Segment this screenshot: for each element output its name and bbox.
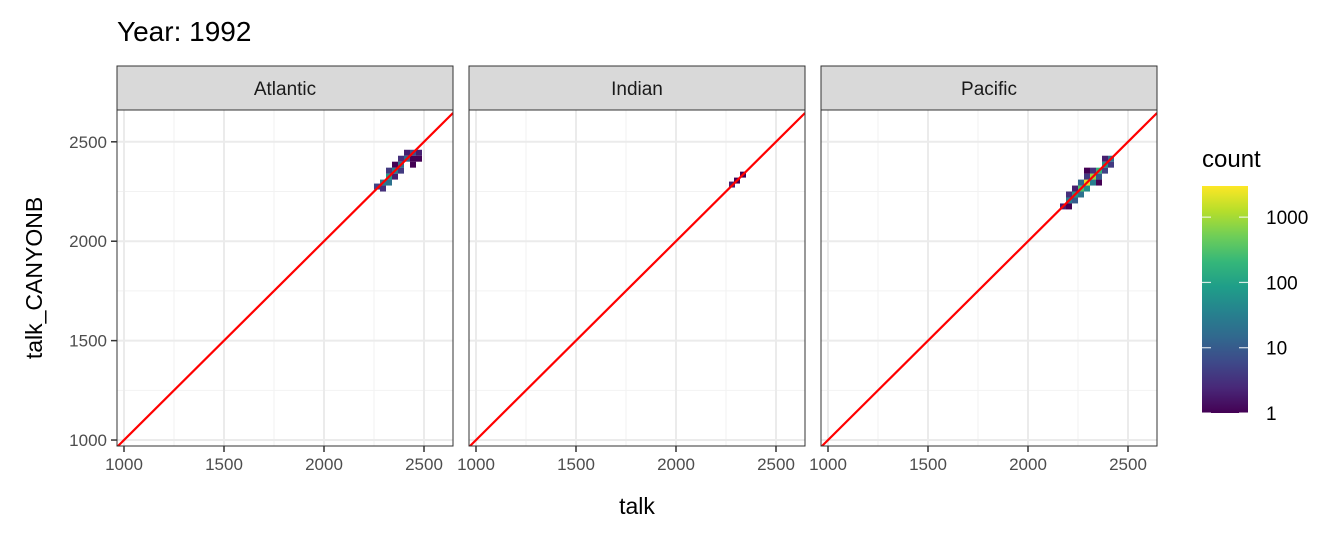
heatmap-tile <box>398 167 404 174</box>
heatmap-tile <box>386 179 392 186</box>
facet-strip <box>116 65 454 111</box>
legend: count 1 10 100 1000 <box>1202 146 1308 425</box>
heatmap-tile <box>392 173 398 180</box>
heatmap-tile <box>404 149 410 156</box>
heatmap-tile <box>1072 185 1078 192</box>
facet-strip <box>468 65 806 111</box>
heatmap-tile <box>1108 161 1114 168</box>
y-axis-label: talk_CANYONB <box>21 197 47 359</box>
heatmap-tile <box>1084 185 1090 192</box>
chart-title: Year: 1992 <box>117 16 251 47</box>
panel-border <box>820 109 1158 447</box>
x-tick-label: 1000 <box>105 455 143 474</box>
heatmap-tile <box>1102 155 1108 162</box>
legend-label: 1000 <box>1266 208 1308 229</box>
legend-label: 1 <box>1266 404 1277 425</box>
panel-pacific: Pacific 1000 1500 2000 2500 <box>809 65 1158 474</box>
x-tick-label: 1500 <box>557 455 595 474</box>
x-tick-label: 2000 <box>1009 455 1047 474</box>
heatmap-tile <box>374 183 380 190</box>
panel-border <box>468 109 806 447</box>
heatmap-tile <box>416 155 422 162</box>
heatmap-tile <box>1090 167 1096 174</box>
heatmap-tile <box>1072 197 1078 204</box>
legend-label: 100 <box>1266 273 1298 294</box>
heatmap-tile <box>1084 167 1090 174</box>
identity-line <box>469 112 805 446</box>
facet-strip-label: Indian <box>611 79 663 100</box>
facet-strip <box>820 65 1158 111</box>
facet-strip-label: Atlantic <box>254 79 316 100</box>
x-tick-label: 1000 <box>809 455 847 474</box>
y-tick-label: 2500 <box>69 133 107 152</box>
heatmap-tile <box>1078 179 1084 186</box>
heatmap-tile <box>1078 191 1084 198</box>
facet-strip-label: Pacific <box>961 79 1017 100</box>
heatmap-tile <box>1096 179 1102 186</box>
legend-label: 10 <box>1266 339 1287 360</box>
heatmap-tile <box>1084 173 1090 180</box>
identity-line <box>821 112 1157 446</box>
x-tick-label: 2000 <box>657 455 695 474</box>
x-tick-label: 1500 <box>205 455 243 474</box>
legend-title: count <box>1202 146 1261 173</box>
identity-line <box>117 112 453 446</box>
panel-border <box>116 109 454 447</box>
heatmap-tile <box>1066 191 1072 198</box>
panel-atlantic: Atlantic 1000 1500 2000 2500 1000 1500 2000 2500 <box>69 65 454 474</box>
y-tick-label: 1500 <box>69 332 107 351</box>
heatmap-tile <box>410 161 416 168</box>
heatmap-tile <box>410 155 416 162</box>
heatmap-tile <box>1102 167 1108 174</box>
heatmap-tile <box>386 167 392 174</box>
heatmap-tile <box>1090 179 1096 186</box>
y-tick-label: 2000 <box>69 232 107 251</box>
x-tick-label: 2500 <box>405 455 443 474</box>
panel-indian: Indian 1000 1500 2000 2500 <box>457 65 806 474</box>
heatmap-tile <box>1066 203 1072 210</box>
x-axis-label: talk <box>619 493 655 519</box>
y-tick-label: 1000 <box>69 431 107 450</box>
heatmap-tile <box>392 161 398 168</box>
x-tick-label: 1000 <box>457 455 495 474</box>
colorbar <box>1202 186 1248 413</box>
heatmap-tile <box>416 149 422 156</box>
heatmap-tile <box>1096 173 1102 180</box>
heatmap-tile <box>380 185 386 192</box>
x-tick-label: 2500 <box>1109 455 1147 474</box>
heatmap-tile <box>398 155 404 162</box>
x-tick-label: 2500 <box>757 455 795 474</box>
x-tick-label: 2000 <box>305 455 343 474</box>
x-tick-label: 1500 <box>909 455 947 474</box>
